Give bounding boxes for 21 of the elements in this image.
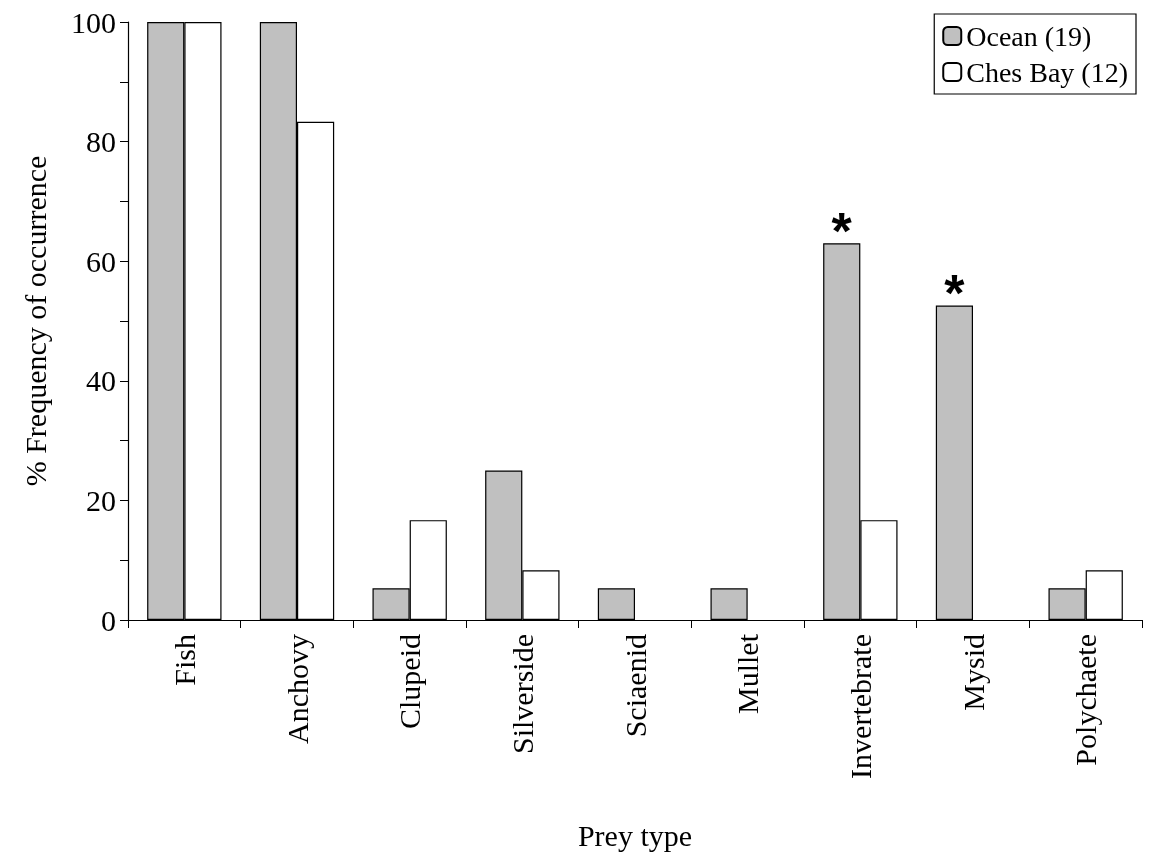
legend-label: Ches Bay (12) xyxy=(966,56,1129,88)
y-axis-title: % Frequency of occurrence xyxy=(18,155,52,487)
x-tick-label: Fish xyxy=(167,634,201,686)
y-tick-label: 60 xyxy=(86,244,116,278)
x-tick-label: Mysid xyxy=(956,634,990,711)
y-tick-label: 100 xyxy=(71,5,116,39)
x-axis-title: Prey type xyxy=(577,818,693,852)
annotation: * xyxy=(831,202,853,261)
annotation: * xyxy=(944,264,966,323)
x-tick-label: Polychaete xyxy=(1069,634,1103,766)
x-tick-label: Mullet xyxy=(731,633,765,714)
y-tick-label: 20 xyxy=(86,483,116,517)
y-tick-label: 40 xyxy=(86,364,116,398)
x-tick-label: Invertebrate xyxy=(843,634,877,779)
y-tick-label: 0 xyxy=(101,603,116,637)
y-tick-label: 80 xyxy=(86,125,116,159)
x-tick-label: Clupeid xyxy=(393,634,427,729)
x-tick-label: Anchovy xyxy=(280,634,314,744)
legend-label: Ocean (19) xyxy=(966,20,1092,52)
x-tick-label: Sciaenid xyxy=(618,634,652,738)
x-tick-label: Silverside xyxy=(505,634,539,754)
